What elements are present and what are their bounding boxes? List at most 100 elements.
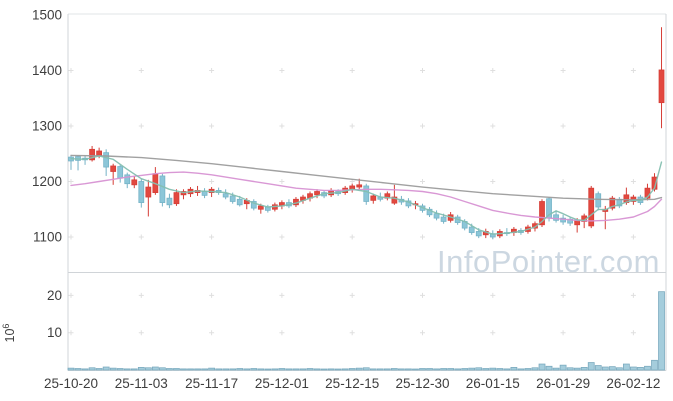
candle-up [131, 179, 138, 186]
volume-bar [123, 368, 131, 371]
candle-up [110, 165, 117, 172]
volume-bar [510, 367, 518, 371]
date-tick-label: 26-01-15 [466, 376, 520, 391]
volume-bar [95, 368, 103, 371]
ma-lines [70, 154, 663, 235]
volume-bar [334, 368, 342, 371]
volume-bar [159, 367, 166, 371]
volume-bar [88, 367, 96, 371]
volume-bar [320, 368, 328, 371]
candle-down [103, 152, 110, 168]
volume-bar [144, 367, 152, 371]
price-tick-label: 1100 [33, 230, 62, 245]
axis-labels: 1500 1400 1300 1200 1100 20 10 106 25-10-20 25-11… [1, 8, 660, 392]
volume-bar [299, 368, 307, 371]
volume-bar [355, 367, 363, 371]
volume-bar [271, 368, 279, 371]
volume-bar [573, 367, 581, 371]
candle-up [539, 201, 545, 226]
volume-bar [559, 364, 567, 371]
candle-up [356, 184, 363, 188]
volume-bar [208, 367, 215, 371]
candle-down [138, 181, 145, 203]
volume-bar [194, 368, 201, 371]
volume-bar [594, 365, 602, 371]
volume-bar [601, 366, 609, 371]
price-tick-label: 1300 [32, 119, 62, 134]
volume-bar [622, 363, 630, 371]
candle-up [370, 195, 377, 201]
volume-bar [615, 367, 623, 371]
volume-bar [489, 367, 497, 371]
candle-up [89, 148, 95, 161]
volume-bar [383, 368, 391, 371]
volume-bar [173, 368, 180, 371]
candle-down [201, 191, 208, 196]
date-tick-label: 25-11-03 [115, 376, 168, 391]
volume-tick-label: 20 [47, 288, 62, 303]
volume-bar [454, 368, 462, 371]
volume-bar [398, 368, 405, 371]
volume-bar [419, 368, 426, 371]
candle-up [314, 191, 320, 196]
candle-down [166, 197, 173, 206]
candle-down [124, 174, 131, 185]
candle-down [236, 198, 243, 206]
date-tick-label: 25-10-20 [44, 376, 98, 391]
date-tick-label: 25-12-30 [395, 376, 449, 391]
candle-down [595, 193, 602, 208]
volume-bar [243, 368, 251, 371]
volume-bar [566, 367, 574, 371]
volume-bar [644, 365, 651, 371]
volume-bar [447, 368, 454, 371]
volume-bar [412, 368, 419, 371]
candle-down [468, 226, 475, 233]
volume-bar [102, 366, 110, 371]
volume-bar [376, 368, 384, 371]
candle-up [391, 196, 398, 204]
candle-down [229, 195, 236, 202]
candle-down [553, 214, 559, 221]
candle-down [433, 213, 440, 219]
volume-bar [433, 368, 440, 371]
volume-bar [426, 368, 433, 371]
date-tick-label: 25-11-17 [185, 376, 238, 391]
volume-bar [503, 368, 511, 371]
candle-down [222, 193, 229, 198]
volume-bar [292, 368, 300, 371]
candle-up [588, 187, 595, 227]
candle-down [159, 175, 166, 203]
volume-bar [130, 368, 138, 371]
candle-down [117, 166, 124, 179]
volume-bar [461, 368, 469, 371]
volume-bar [180, 368, 187, 371]
volume-bar [482, 368, 490, 371]
volume-bar [187, 368, 194, 371]
volume-bar [524, 368, 532, 371]
volume-bar [369, 368, 377, 371]
volume-bar [475, 367, 483, 371]
price-tick-label: 1500 [32, 8, 62, 23]
volume-bar [327, 368, 335, 371]
volume-bar [651, 359, 658, 371]
volume-bar [257, 368, 265, 371]
candle-up [173, 192, 180, 205]
candle-down [440, 216, 447, 222]
volume-bar [391, 368, 398, 371]
volume-bar [116, 368, 124, 371]
volume-bar [67, 367, 75, 371]
price-tick-label: 1400 [32, 63, 62, 78]
volume-bar [285, 368, 293, 371]
volume-bar [341, 368, 349, 371]
volume-bar [496, 368, 504, 371]
volume-bar [74, 368, 82, 371]
date-tick-label: 25-12-01 [255, 376, 309, 391]
date-tick-label: 25-12-15 [325, 376, 379, 391]
date-tick-label: 26-01-29 [536, 376, 590, 391]
volume-series [67, 291, 665, 371]
ma-short-line [70, 155, 663, 235]
volume-bar [81, 368, 89, 371]
volume-bar [587, 362, 595, 371]
volume-bar [278, 368, 286, 371]
